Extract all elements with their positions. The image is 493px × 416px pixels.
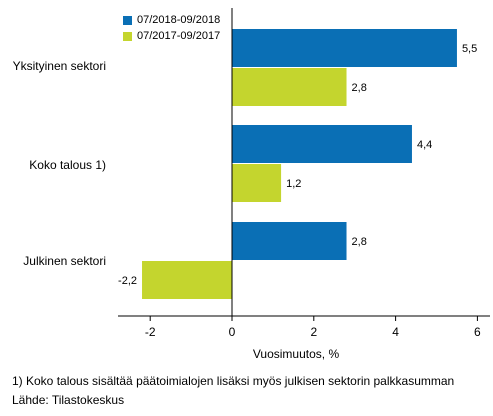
data-label-series-1-0: 5,5 <box>462 43 477 55</box>
bar-series-2-2 <box>142 261 232 299</box>
legend-label-series-2: 07/2017-09/2017 <box>137 30 221 42</box>
data-label-series-2-1: 1,2 <box>286 178 301 190</box>
x-tick-label-0: -2 <box>145 325 156 339</box>
data-label-series-1-2: 2,8 <box>352 236 367 248</box>
bar-series-2-1 <box>232 164 282 202</box>
legend-item-series-1: 07/2018-09/2018 <box>123 13 220 27</box>
category-label-2: Julkinen sektori <box>23 254 106 268</box>
data-label-series-1-1: 4,4 <box>417 139 432 151</box>
x-tick-label-3: 4 <box>392 325 399 339</box>
category-label-0: Yksityinen sektori <box>13 59 106 73</box>
bar-series-1-2 <box>232 222 347 260</box>
bar-series-2-0 <box>232 68 347 106</box>
legend: 07/2018-09/2018 07/2017-09/2017 <box>123 13 220 45</box>
footnote: 1) Koko talous sisältää päätoimialojen l… <box>12 374 455 388</box>
legend-label-series-1: 07/2018-09/2018 <box>137 14 221 26</box>
x-axis-title: Vuosimuutos, % <box>253 347 340 361</box>
category-label-1: Koko talous 1) <box>29 158 106 172</box>
source-note: Lähde: Tilastokeskus <box>12 393 125 407</box>
x-tick-label-1: 0 <box>229 325 236 339</box>
data-label-series-2-2: -2,2 <box>118 275 137 287</box>
x-tick-label-4: 6 <box>474 325 481 339</box>
bar-series-1-1 <box>232 125 412 163</box>
data-label-series-2-0: 2,8 <box>352 82 367 94</box>
legend-swatch-series-1 <box>123 15 132 25</box>
legend-item-series-2: 07/2017-09/2017 <box>123 29 220 43</box>
x-tick-label-2: 2 <box>310 325 317 339</box>
footnote-block: 1) Koko talous sisältää päätoimialojen l… <box>12 372 454 410</box>
legend-swatch-series-2 <box>123 31 132 41</box>
bar-series-1-0 <box>232 29 457 67</box>
